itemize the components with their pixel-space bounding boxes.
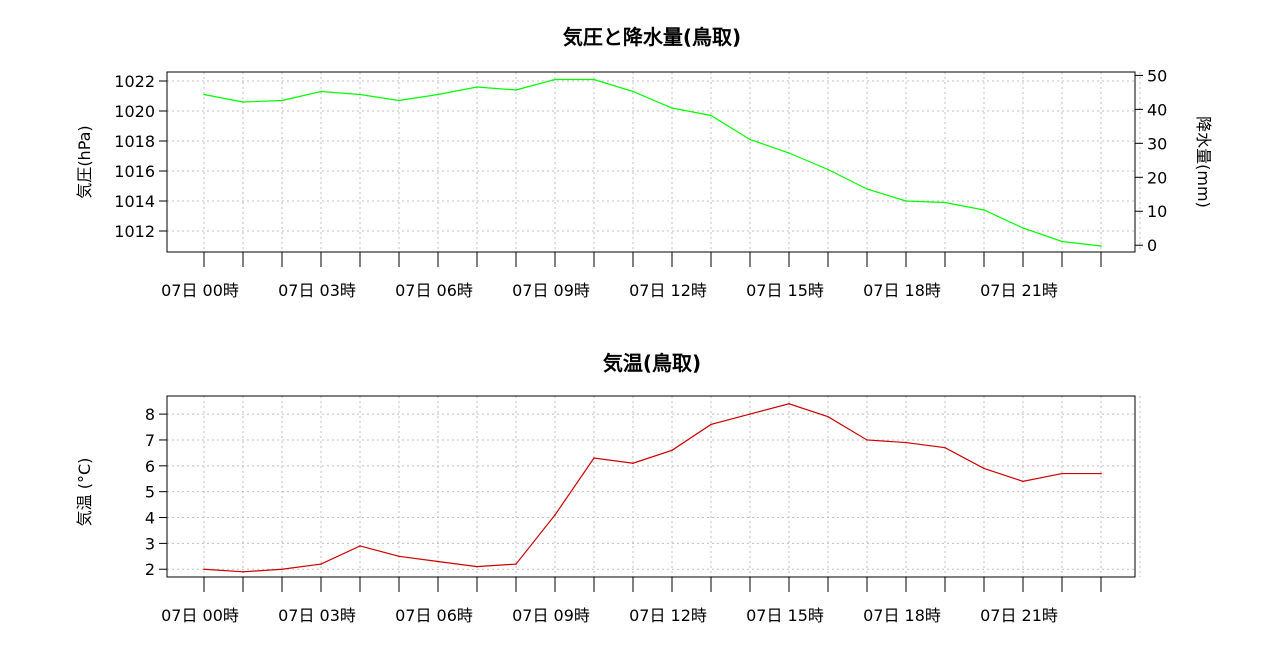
- pressure-y-tick-label: 1016: [114, 162, 155, 181]
- temperature-x-tick-label: 07日 09時: [512, 606, 590, 625]
- precip-y-tick-label: 0: [1147, 236, 1157, 255]
- pressure-marks: [203, 78, 1102, 247]
- temperature-series-line: [203, 403, 1101, 573]
- temperature-y-tick-label: 6: [145, 457, 155, 476]
- pressure-data-point: [281, 99, 283, 102]
- temperature-data-point: [476, 565, 478, 568]
- temperature-data-point: [671, 449, 673, 452]
- pressure-data-point: [320, 90, 322, 93]
- temperature-data-point: [398, 555, 400, 558]
- pressure-data-point: [1100, 245, 1102, 247]
- pressure-data-point: [242, 101, 244, 103]
- pressure-x-tick-label: 07日 06時: [395, 281, 473, 300]
- temperature-chart: 気温(鳥取) 気温 (°C) 2 3 4 5 6 7 8 07日 00時 07日 03時 07日 …: [75, 351, 1141, 625]
- temperature-plot-frame: [166, 395, 1136, 578]
- temperature-y-tick-label: 3: [145, 534, 155, 553]
- pressure-x-tick-label: 07日 21時: [980, 281, 1058, 300]
- pressure-data-point: [554, 78, 556, 81]
- temperature-data-point: [632, 462, 634, 465]
- temperature-data-point: [359, 545, 361, 547]
- pressure-data-point: [1022, 227, 1024, 229]
- temperature-data-point: [593, 457, 595, 459]
- temperature-data-point: [437, 560, 439, 563]
- pressure-data-point: [437, 93, 439, 96]
- temperature-data-point: [515, 563, 517, 565]
- precip-y-tick-label: 10: [1147, 202, 1167, 221]
- temperature-axis-label: 気温 (°C): [75, 458, 94, 527]
- temperature-x-tick-label: 07日 15時: [746, 606, 824, 625]
- temperature-x-tick-label: 07日 18時: [863, 606, 941, 625]
- pressure-data-point: [398, 99, 400, 102]
- temperature-grid: 2 3 4 5 6 7 8 07日 00時 07日 03時 07日 06時 07日 09時 07日 1…: [145, 396, 1141, 625]
- temperature-data-point: [944, 446, 946, 449]
- temperature-y-tick-label: 7: [145, 431, 155, 450]
- pressure-y-tick-label: 1012: [114, 222, 155, 241]
- temperature-data-point: [1100, 472, 1102, 475]
- temperature-x-tick-label: 07日 00時: [161, 606, 239, 625]
- pressure-x-tick-label: 07日 00時: [161, 281, 239, 300]
- temperature-data-point: [749, 413, 751, 415]
- temperature-data-point: [983, 467, 985, 470]
- temperature-data-point: [866, 439, 868, 441]
- temperature-data-point: [710, 423, 712, 426]
- temperature-x-tick-label: 07日 12時: [629, 606, 707, 625]
- temperature-data-point: [554, 514, 556, 516]
- temperature-x-tick-label: 07日 06時: [395, 606, 473, 625]
- temperature-data-point: [242, 571, 244, 573]
- temperature-data-point: [827, 415, 829, 418]
- pressure-data-point: [710, 114, 712, 117]
- pressure-x-tick-label: 07日 09時: [512, 281, 590, 300]
- pressure-plot-frame: [166, 71, 1136, 253]
- pressure-x-tick-label: 07日 18時: [863, 281, 941, 300]
- pressure-data-point: [671, 107, 673, 109]
- temperature-data-point: [788, 402, 790, 405]
- pressure-data-point: [515, 89, 517, 91]
- pressure-y-tick-label: 1018: [114, 132, 155, 151]
- temperature-data-point: [1022, 480, 1024, 483]
- pressure-data-point: [983, 209, 985, 211]
- pressure-precip-chart: 気圧と降水量(鳥取) 気圧(hPa) 降水量(mm) 1012 1014 1016 1…: [75, 25, 1213, 300]
- temperature-marks: [203, 402, 1102, 573]
- pressure-data-point: [749, 138, 751, 141]
- pressure-x-tick-label: 07日 15時: [746, 281, 824, 300]
- pressure-data-point: [359, 93, 361, 96]
- temperature-data-point: [320, 563, 322, 565]
- pressure-series-line: [203, 78, 1102, 247]
- temperature-x-tick-label: 07日 03時: [278, 606, 356, 625]
- precip-y-tick-label: 40: [1147, 100, 1167, 119]
- pressure-x-tick-label: 07日 12時: [629, 281, 707, 300]
- pressure-chart-title: 気圧と降水量(鳥取): [563, 25, 741, 49]
- temperature-data-point: [203, 568, 205, 571]
- pressure-data-point: [788, 152, 790, 154]
- pressure-data-point: [866, 188, 868, 190]
- pressure-data-point: [1061, 240, 1063, 243]
- pressure-data-point: [827, 168, 829, 171]
- precip-y-tick-label: 20: [1147, 168, 1167, 187]
- temperature-x-tick-label: 07日 21時: [980, 606, 1058, 625]
- precip-axis-label: 降水量(mm): [1194, 116, 1213, 208]
- pressure-data-point: [593, 78, 595, 81]
- temperature-data-point: [281, 568, 283, 571]
- precip-y-tick-label: 30: [1147, 134, 1167, 153]
- temperature-data-point: [905, 441, 907, 444]
- temperature-data-point: [1061, 472, 1063, 475]
- pressure-y-tick-label: 1020: [114, 102, 155, 121]
- pressure-data-point: [632, 90, 634, 93]
- temperature-y-tick-label: 5: [145, 483, 155, 502]
- temperature-y-tick-label: 4: [145, 509, 155, 528]
- pressure-y-tick-label: 1022: [114, 72, 155, 91]
- pressure-data-point: [203, 93, 205, 96]
- pressure-data-point: [944, 201, 946, 204]
- pressure-data-point: [476, 86, 478, 88]
- pressure-axis-label: 気圧(hPa): [75, 125, 94, 198]
- temperature-chart-title: 気温(鳥取): [603, 351, 701, 375]
- pressure-y-tick-label: 1014: [114, 192, 155, 211]
- temperature-y-tick-label: 8: [145, 405, 155, 424]
- precip-y-tick-label: 50: [1147, 66, 1167, 85]
- pressure-x-tick-label: 07日 03時: [278, 281, 356, 300]
- temperature-y-tick-label: 2: [145, 560, 155, 579]
- pressure-data-point: [905, 200, 907, 202]
